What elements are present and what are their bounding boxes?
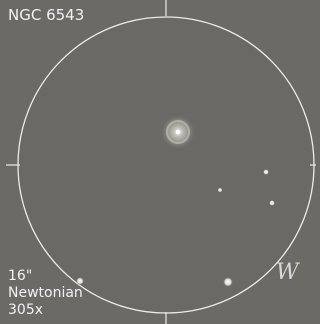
star: [263, 169, 269, 175]
star: [223, 277, 233, 287]
telescope-type: Newtonian: [8, 285, 83, 302]
direction-label: W: [276, 260, 299, 285]
telescope-info: 16" Newtonian 305x: [8, 268, 83, 319]
star: [218, 188, 223, 193]
star: [269, 200, 275, 206]
object-name: NGC 6543: [8, 6, 84, 24]
central-star: [176, 130, 180, 134]
magnification: 305x: [8, 302, 83, 319]
aperture: 16": [8, 268, 83, 285]
sketch: NGC 6543 16" Newtonian 305x W: [0, 0, 316, 324]
